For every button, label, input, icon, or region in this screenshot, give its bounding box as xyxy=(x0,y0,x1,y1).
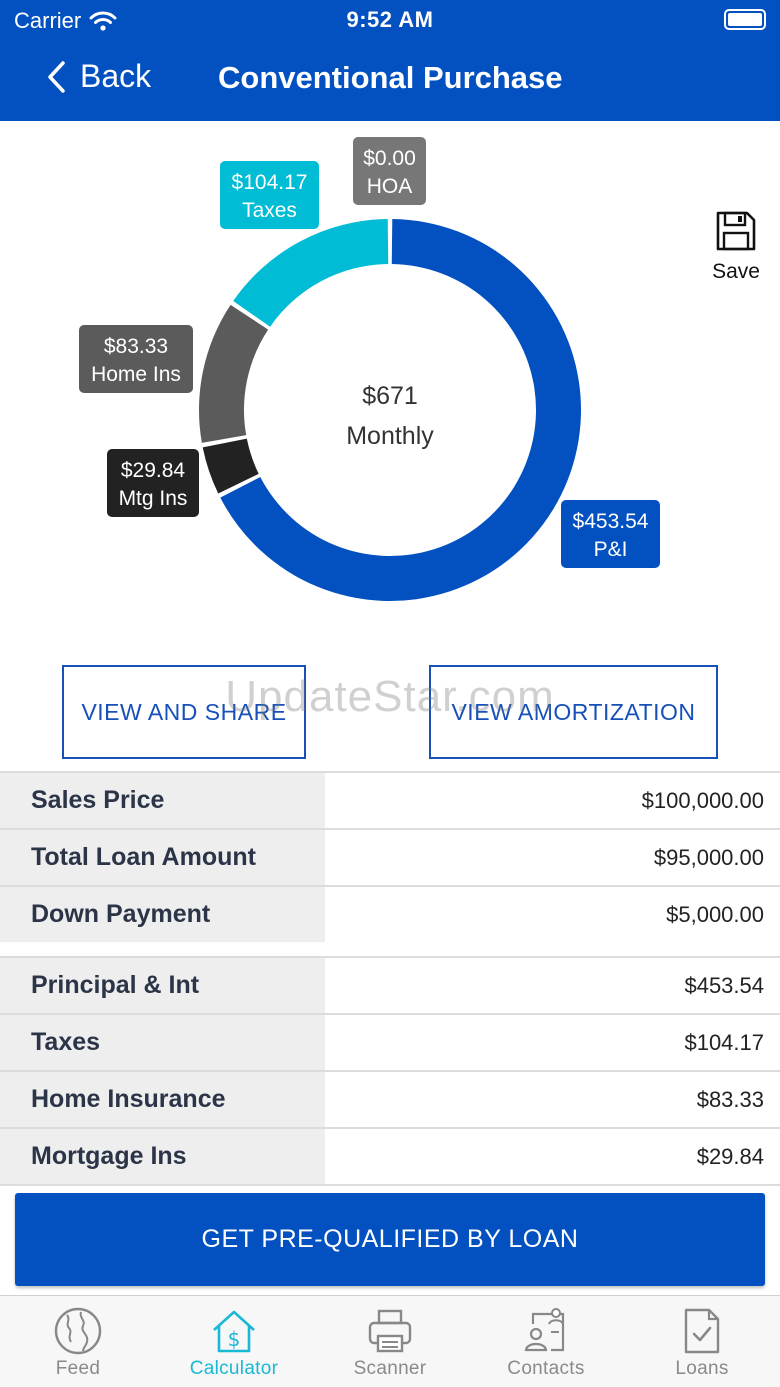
loan-summary-table: Sales Price $100,000.00 Total Loan Amount $… xyxy=(0,771,780,944)
tab-contacts[interactable]: Contacts xyxy=(468,1296,624,1387)
loan-summary-row: Down Payment $5,000.00 xyxy=(0,887,780,944)
center-value: $671 xyxy=(362,382,418,410)
back-label: Back xyxy=(80,58,152,94)
payment-breakdown-table: Principal & Int $453.54 Taxes $104.17 Home I… xyxy=(0,956,780,1186)
printer-icon xyxy=(368,1309,412,1353)
slice-callout: $0.00 HOA xyxy=(353,137,426,205)
callout-box xyxy=(561,500,660,568)
row-label: Principal & Int xyxy=(0,958,325,1013)
carrier: Carrier xyxy=(14,8,117,34)
tab-label: Loans xyxy=(675,1358,729,1379)
slice-callout: $29.84 Mtg Ins xyxy=(107,449,199,517)
payment-chart: $671 Monthly $453.54 P&I $29.84 Mtg Ins $83.33… xyxy=(0,121,780,661)
row-label: Sales Price xyxy=(0,773,325,828)
row-label: Taxes xyxy=(0,1015,325,1070)
contacts-icon xyxy=(524,1308,565,1352)
row-value: $29.84 xyxy=(696,1143,764,1169)
donut-slice xyxy=(233,219,389,327)
row-label: Mortgage Ins xyxy=(0,1129,325,1184)
nav-header: Carrier 9:52 AM Back Conventional Purcha… xyxy=(0,0,780,121)
status-bar: Carrier 9:52 AM xyxy=(0,0,780,40)
payment-breakdown-row: Taxes $104.17 xyxy=(0,1015,780,1072)
row-value: $100,000.00 xyxy=(641,787,764,813)
row-value: $5,000.00 xyxy=(666,901,764,927)
slice-callout: $104.17 Taxes xyxy=(220,161,319,229)
tab-bar: Feed $ Calculator Scanner Contacts xyxy=(0,1295,780,1387)
tab-feed[interactable]: Feed xyxy=(0,1296,156,1387)
donut-slice xyxy=(199,304,269,443)
row-value: $453.54 xyxy=(684,972,764,998)
payment-breakdown-row: Principal & Int $453.54 xyxy=(0,958,780,1015)
callout-box xyxy=(353,137,426,205)
callout-box xyxy=(107,449,199,517)
payment-breakdown-row: Home Insurance $83.33 xyxy=(0,1072,780,1129)
donut-slice xyxy=(202,438,259,494)
view-and-share-button[interactable]: VIEW AND SHARE xyxy=(62,665,306,759)
save-button[interactable]: Save xyxy=(702,209,770,284)
battery-icon xyxy=(724,9,766,30)
slice-callout: $453.54 P&I xyxy=(561,500,660,568)
callout-label: P&I xyxy=(594,538,628,561)
row-label: Total Loan Amount xyxy=(0,830,325,885)
callout-box xyxy=(220,161,319,229)
row-label: Home Insurance xyxy=(0,1072,325,1127)
status-time: 9:52 AM xyxy=(346,7,434,32)
row-value: $83.33 xyxy=(696,1086,764,1112)
loan-summary-row: Sales Price $100,000.00 xyxy=(0,773,780,830)
slice-callout: $83.33 Home Ins xyxy=(79,325,193,393)
loan-summary-row: Total Loan Amount $95,000.00 xyxy=(0,830,780,887)
save-label: Save xyxy=(712,260,760,283)
row-value: $95,000.00 xyxy=(653,844,764,870)
get-pre-qualified-button[interactable]: GET PRE-QUALIFIED BY LOAN xyxy=(15,1193,765,1286)
svg-text:$: $ xyxy=(228,1327,241,1351)
row-value: $104.17 xyxy=(684,1029,764,1055)
house-dollar-icon: $ xyxy=(213,1310,255,1353)
back-button[interactable]: Back xyxy=(46,58,151,95)
tab-calculator[interactable]: $ Calculator xyxy=(156,1296,312,1387)
callout-label: Taxes xyxy=(242,199,297,222)
callout-label: Mtg Ins xyxy=(119,487,188,510)
donut-chart: $671 Monthly $453.54 P&I $29.84 Mtg Ins $83.33… xyxy=(79,137,660,602)
center-label: Monthly xyxy=(346,422,434,450)
callout-box xyxy=(79,325,193,393)
callout-label: HOA xyxy=(367,175,413,198)
page-title: Conventional Purchase xyxy=(218,60,563,95)
wifi-icon xyxy=(89,11,117,31)
section-gap xyxy=(0,942,780,956)
tab-label: Contacts xyxy=(507,1358,585,1379)
document-check-icon xyxy=(684,1308,720,1354)
view-amortization-button[interactable]: VIEW AMORTIZATION xyxy=(429,665,718,759)
callout-value: $0.00 xyxy=(363,147,416,170)
payment-breakdown-row: Mortgage Ins $29.84 xyxy=(0,1129,780,1186)
tab-scanner[interactable]: Scanner xyxy=(312,1296,468,1387)
row-label: Down Payment xyxy=(0,887,325,942)
callout-value: $83.33 xyxy=(104,335,168,358)
callout-value: $453.54 xyxy=(573,510,649,533)
carrier-label: Carrier xyxy=(14,8,82,33)
tab-label: Feed xyxy=(55,1358,101,1379)
callout-value: $29.84 xyxy=(121,459,186,482)
chevron-left-icon xyxy=(48,60,65,93)
floppy-disk-icon xyxy=(716,211,756,251)
globe-icon xyxy=(54,1307,102,1355)
tab-loans[interactable]: Loans xyxy=(624,1296,780,1387)
callout-label: Home Ins xyxy=(91,363,181,386)
tab-label: Calculator xyxy=(189,1358,279,1379)
tab-label: Scanner xyxy=(353,1358,427,1379)
callout-value: $104.17 xyxy=(232,171,308,194)
